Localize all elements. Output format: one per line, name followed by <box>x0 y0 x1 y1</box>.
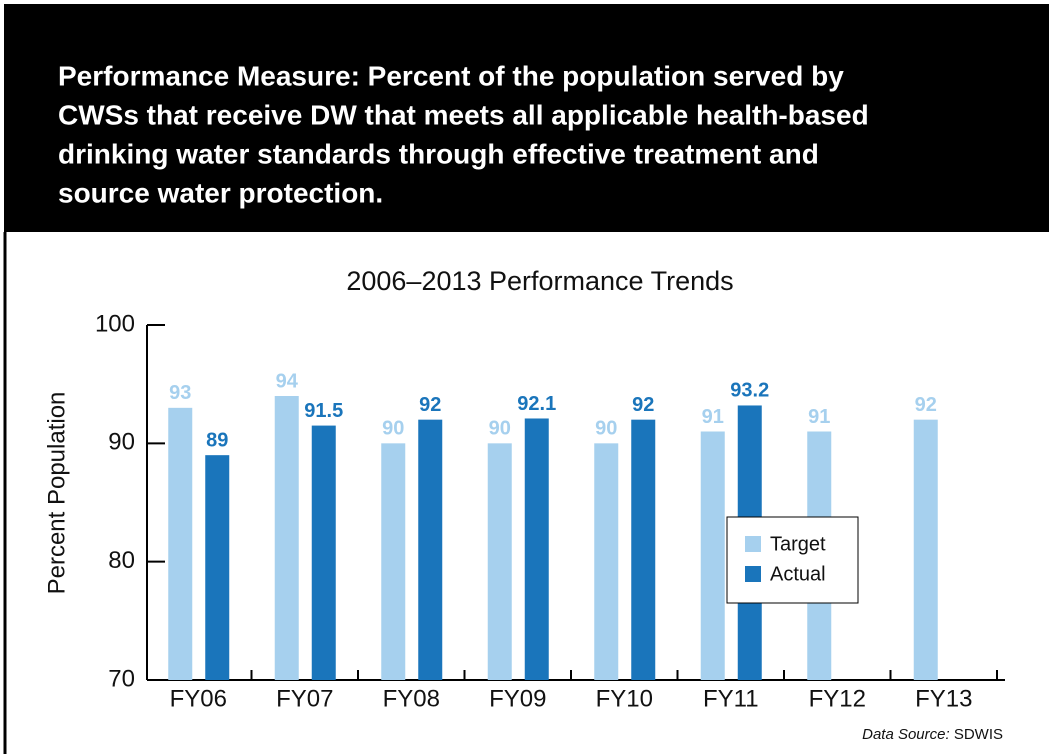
bar <box>311 425 336 680</box>
data-label: 92 <box>632 394 654 416</box>
x-tick-label: FY08 <box>383 685 440 712</box>
data-source: Data Source: SDWIS <box>862 726 1003 743</box>
y-tick-label: 90 <box>108 429 135 456</box>
data-label: 92 <box>915 394 937 416</box>
header-title-line: drinking water standards through effecti… <box>58 138 819 169</box>
data-label: 89 <box>206 429 228 451</box>
x-tick-label: FY06 <box>170 685 227 712</box>
data-label: 93.2 <box>730 380 769 402</box>
header-panel <box>4 4 1049 232</box>
bar <box>205 455 230 680</box>
header-title-line: source water protection. <box>58 177 383 208</box>
data-label: 90 <box>382 418 404 440</box>
legend-label: Target <box>770 533 826 555</box>
bar <box>418 419 443 680</box>
x-tick-label: FY09 <box>489 685 546 712</box>
bar <box>274 396 299 680</box>
data-label: 90 <box>595 418 617 440</box>
y-axis-label: Percent Population <box>43 392 70 595</box>
data-label: 90 <box>489 418 511 440</box>
bar <box>168 407 193 680</box>
x-tick-label: FY13 <box>915 685 972 712</box>
x-tick-label: FY10 <box>596 685 653 712</box>
bar <box>594 443 619 680</box>
legend-label: Actual <box>770 563 826 585</box>
bar <box>487 443 512 680</box>
chart-title: 2006–2013 Performance Trends <box>346 266 733 296</box>
data-label: 91.5 <box>304 400 343 422</box>
data-label: 94 <box>276 370 299 392</box>
x-tick-label: FY11 <box>703 685 759 712</box>
source: SDWIS <box>954 726 1003 743</box>
legend-swatch <box>745 536 761 552</box>
data-label: 93 <box>169 382 191 404</box>
bar <box>524 418 549 680</box>
data-label: 91 <box>702 406 724 428</box>
bar <box>381 443 406 680</box>
y-tick-label: 100 <box>95 310 135 337</box>
x-tick-label: FY07 <box>276 685 333 712</box>
bar <box>700 431 725 680</box>
legend-swatch <box>745 566 761 582</box>
y-tick-label: 70 <box>108 665 135 692</box>
data-label: 92 <box>419 394 441 416</box>
legend-box <box>726 516 859 604</box>
x-tick-label: FY12 <box>809 685 866 712</box>
bar <box>913 419 938 680</box>
data-label: 92.1 <box>517 393 556 415</box>
bar <box>631 419 656 680</box>
data-label: 91 <box>808 406 830 428</box>
header-title-line: Performance Measure: Percent of the popu… <box>58 60 844 91</box>
source-label: Data Source: <box>862 726 950 743</box>
y-tick-label: 80 <box>108 547 135 574</box>
header-title-line: CWSs that receive DW that meets all appl… <box>58 99 869 130</box>
